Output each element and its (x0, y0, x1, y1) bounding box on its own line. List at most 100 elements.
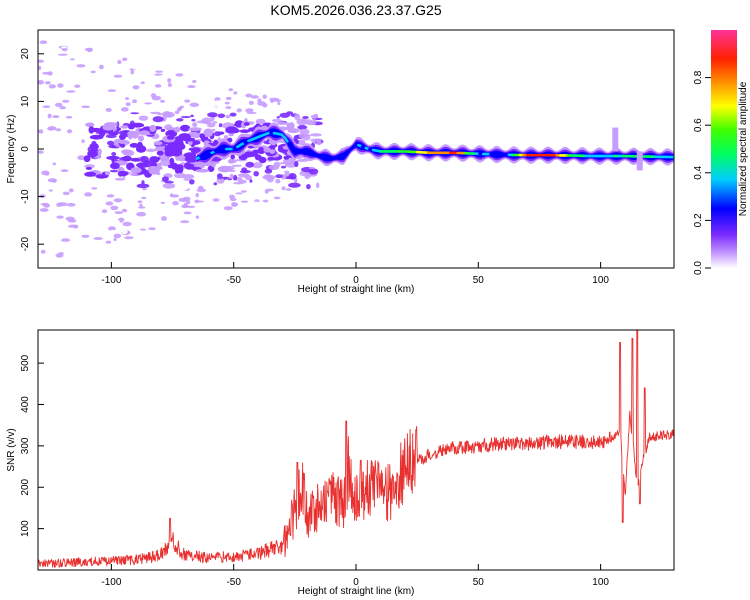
noise-blob (118, 171, 123, 177)
noise-blob (173, 205, 179, 209)
noise-blob (51, 233, 58, 237)
noise-blob (159, 157, 170, 162)
noise-blob (104, 171, 111, 176)
noise-blob (180, 124, 191, 132)
noise-blob (150, 111, 161, 115)
noise-blob (144, 72, 154, 77)
noise-blob (183, 211, 192, 215)
noise-blob (255, 118, 266, 125)
noise-blob (132, 66, 138, 70)
noise-blob (213, 182, 218, 186)
noise-blob (138, 135, 144, 142)
noise-blob (243, 122, 250, 126)
spectrogram-x-label: Height of straight line (km) (298, 284, 415, 295)
noise-blob (130, 69, 135, 75)
noise-blob (230, 154, 235, 160)
spectrogram-x-tick-label: -50 (226, 275, 241, 286)
spectrogram-data (38, 40, 674, 258)
noise-blob (52, 193, 57, 197)
noise-blob (175, 73, 184, 77)
noise-blob (81, 139, 85, 144)
spectrogram-x-tick-label: 50 (473, 275, 485, 286)
snr-x-tick-label: 100 (592, 577, 609, 588)
noise-blob (47, 178, 58, 183)
noise-blob (65, 116, 73, 119)
noise-blob (306, 184, 311, 190)
noise-blob (136, 211, 147, 217)
noise-blob (45, 172, 50, 176)
noise-blob (273, 196, 281, 200)
noise-blob (87, 48, 93, 53)
noise-blob (59, 169, 69, 172)
noise-blob (160, 99, 165, 103)
colorbar-tick-label: 0.0 (693, 261, 704, 275)
noise-blob (80, 226, 85, 232)
noise-blob (39, 194, 46, 198)
noise-blob (231, 164, 243, 167)
noise-blob (102, 123, 115, 131)
noise-blob (81, 80, 91, 85)
noise-blob (43, 203, 50, 208)
noise-blob (120, 125, 129, 129)
noise-blob (56, 215, 64, 219)
noise-blob (216, 173, 223, 179)
noise-blob (258, 147, 264, 152)
noise-blob (177, 156, 186, 160)
noise-blob (186, 200, 191, 205)
noise-blob (76, 64, 86, 68)
noise-blob (182, 196, 191, 202)
noise-blob (267, 156, 276, 161)
noise-blob (125, 102, 131, 107)
noise-blob (111, 152, 117, 156)
noise-blob (277, 101, 281, 106)
noise-blob (99, 51, 110, 57)
noise-blob (156, 150, 164, 156)
noise-blob (281, 186, 286, 191)
noise-blob (229, 194, 235, 199)
noise-blob (167, 141, 174, 146)
noise-blob (98, 60, 106, 65)
noise-blob (47, 113, 52, 119)
noise-blob (60, 46, 68, 49)
spectrogram-x-ticks: -100 -50 0 50 100 (101, 262, 609, 286)
noise-blob (211, 162, 216, 168)
noise-blob (160, 128, 166, 132)
noise-blob (54, 102, 63, 107)
noise-blob (81, 105, 90, 109)
noise-blob (59, 106, 66, 110)
noise-blob (74, 84, 81, 88)
noise-blob (106, 194, 115, 198)
noise-blob (109, 229, 119, 233)
noise-blob (38, 65, 42, 70)
noise-blob (153, 141, 163, 146)
noise-blob (170, 194, 180, 198)
spectrogram-y-tick-label: 0 (20, 146, 31, 152)
noise-blob (297, 139, 306, 146)
disturbance (612, 127, 619, 152)
noise-blob (308, 166, 315, 170)
noise-blob (38, 150, 44, 154)
noise-blob (38, 129, 44, 134)
spectrogram-y-ticks: -20 -10 0 10 20 (20, 48, 44, 251)
noise-blob (179, 95, 188, 99)
noise-blob (132, 85, 140, 90)
snr-x-tick-label: 0 (353, 577, 359, 588)
noise-blob (236, 108, 242, 113)
noise-blob (180, 188, 188, 191)
noise-blob (223, 135, 229, 139)
noise-blob (148, 167, 160, 175)
noise-blob (93, 237, 103, 240)
noise-blob (66, 90, 76, 93)
noise-blob (75, 185, 84, 191)
noise-blob (154, 84, 162, 88)
noise-blob (233, 91, 238, 95)
noise-blob (68, 224, 78, 228)
noise-blob (143, 160, 151, 164)
colorbar-tick-label: 0.6 (693, 118, 704, 132)
noise-blob (182, 208, 191, 212)
noise-blob (137, 200, 143, 204)
noise-blob (240, 190, 247, 193)
noise-blob (288, 173, 297, 180)
noise-blob (42, 105, 51, 108)
noise-blob (148, 227, 156, 231)
